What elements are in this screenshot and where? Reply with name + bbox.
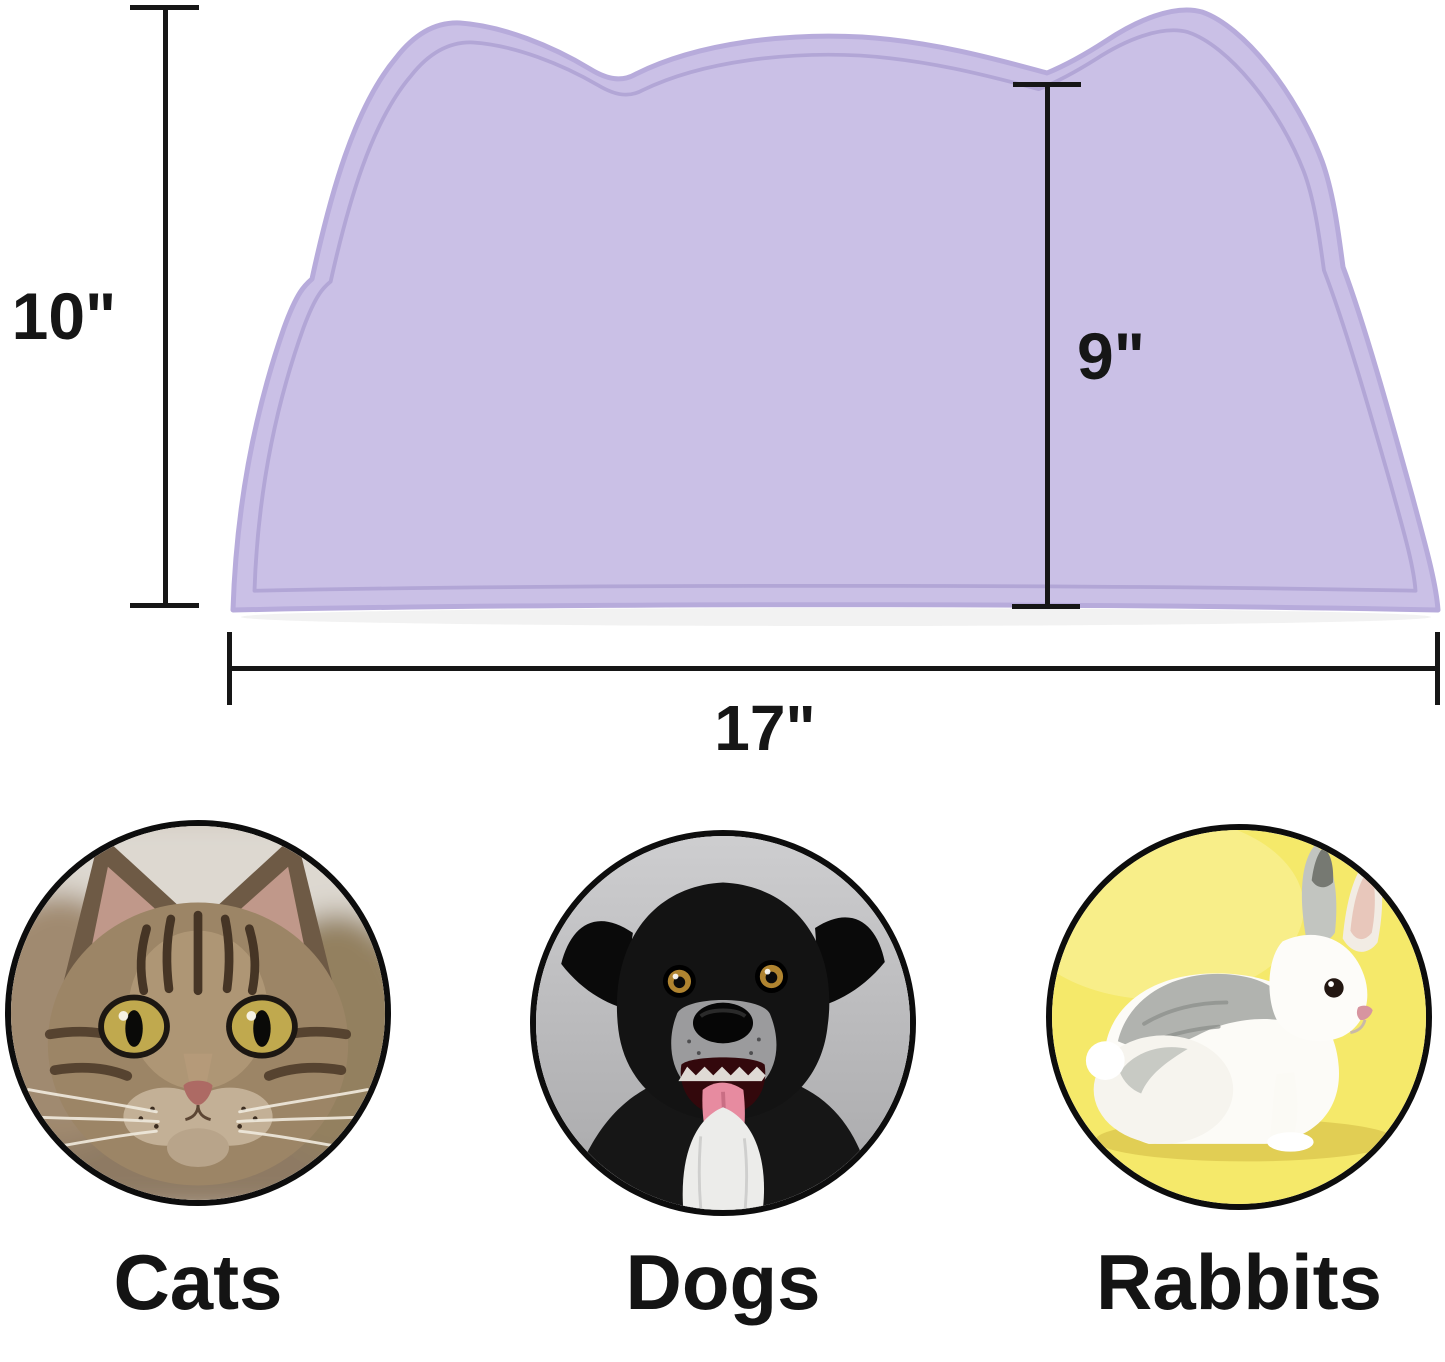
total-height-dimension-cap-bottom	[130, 603, 199, 608]
rabbits-label: Rabbits	[1095, 1238, 1383, 1326]
rabbit-photo	[1052, 830, 1426, 1204]
cat-photo	[11, 826, 385, 1200]
total-height-dimension-label: 10"	[11, 279, 117, 353]
placemat-illustration	[230, 7, 1441, 626]
rabbits-photo-circle	[1046, 824, 1432, 1210]
dog-photo	[536, 836, 910, 1210]
width-dimension-label: 17"	[714, 692, 816, 764]
inner-height-dimension-line	[1045, 82, 1050, 609]
width-dimension-line	[227, 666, 1440, 671]
cats-label: Cats	[113, 1238, 283, 1326]
width-dimension-cap-right	[1435, 632, 1440, 705]
inner-height-dimension-label: 9"	[1077, 319, 1145, 393]
total-height-dimension-line	[163, 5, 168, 608]
placemat-shadow	[241, 608, 1431, 626]
placemat-shape	[230, 7, 1441, 613]
dogs-photo-circle	[530, 830, 916, 1216]
cats-photo-circle	[5, 820, 391, 1206]
dogs-label: Dogs	[625, 1238, 821, 1326]
inner-height-dimension-cap-bottom	[1012, 604, 1080, 609]
